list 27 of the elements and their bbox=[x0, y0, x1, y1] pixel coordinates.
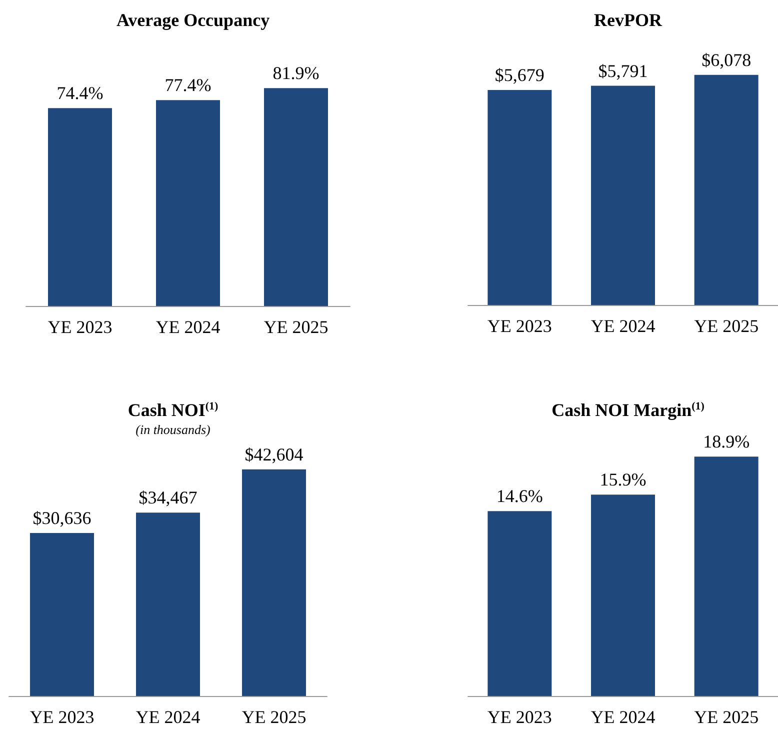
x-tick-label: YE 2024 bbox=[590, 707, 656, 727]
data-label: $34,467 bbox=[138, 488, 198, 508]
data-label: $5,679 bbox=[494, 65, 544, 86]
x-tick-label: YE 2023 bbox=[487, 316, 552, 336]
x-tick-label: YE 2024 bbox=[136, 707, 200, 727]
data-label: $42,604 bbox=[244, 444, 304, 464]
data-label: $6,078 bbox=[702, 50, 752, 70]
x-tick-label: YE 2023 bbox=[48, 317, 112, 337]
data-label: $30,636 bbox=[32, 508, 92, 528]
data-label: 81.9% bbox=[272, 63, 320, 84]
chart-subtitle: (in thousands) bbox=[136, 422, 210, 437]
x-tick-label: YE 2024 bbox=[590, 316, 656, 336]
x-tick-label: YE 2023 bbox=[30, 707, 94, 727]
chart-title: Average Occupancy bbox=[116, 10, 270, 30]
x-tick-label: YE 2024 bbox=[156, 317, 220, 337]
x-tick-label: YE 2025 bbox=[264, 317, 328, 337]
data-label: 18.9% bbox=[703, 432, 750, 452]
x-tick-label: YE 2025 bbox=[694, 707, 759, 727]
x-tick-label: YE 2025 bbox=[242, 707, 306, 727]
data-label: 77.4% bbox=[164, 75, 212, 96]
chart-title: RevPOR bbox=[594, 10, 663, 30]
data-label: 14.6% bbox=[496, 486, 543, 506]
x-tick-label: YE 2025 bbox=[694, 316, 759, 336]
x-tick-label: YE 2023 bbox=[487, 707, 552, 727]
data-label: 15.9% bbox=[600, 470, 646, 490]
data-label: 74.4% bbox=[56, 83, 104, 104]
data-label: $5,791 bbox=[598, 60, 648, 81]
